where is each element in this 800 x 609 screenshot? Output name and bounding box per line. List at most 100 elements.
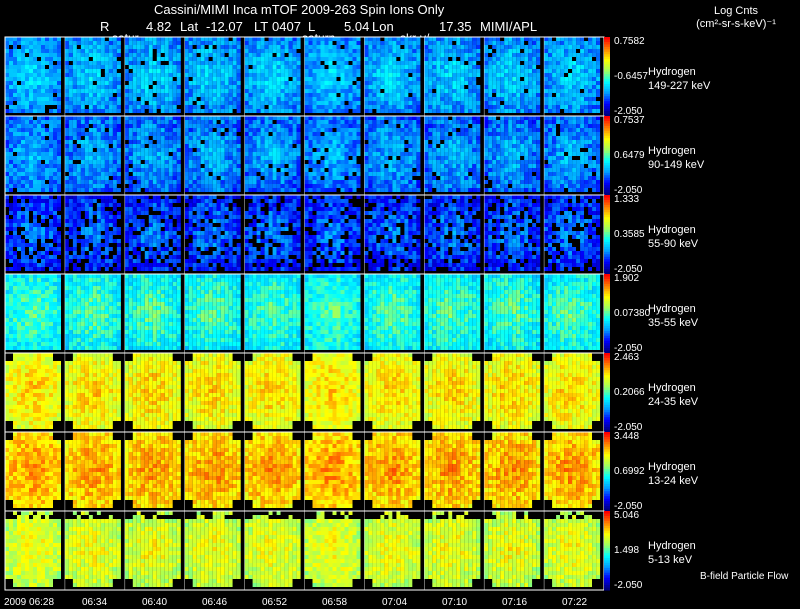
colorbar-segment bbox=[604, 513, 610, 517]
colorbar-segment bbox=[604, 236, 610, 240]
colorbar-segment bbox=[604, 276, 610, 280]
colorbar-segment bbox=[604, 343, 610, 347]
colorbar-segment bbox=[604, 353, 610, 356]
colorbar-segment bbox=[604, 123, 610, 127]
chart-title: Cassini/MIMI Inca mTOF 2009-263 Spin Ion… bbox=[154, 2, 445, 17]
panel-6 bbox=[4, 431, 610, 512]
x-tick-label: 06:40 bbox=[142, 597, 168, 608]
x-tick-label: 06:34 bbox=[82, 597, 108, 608]
colorbar-segment bbox=[604, 382, 610, 386]
colorbar-segment bbox=[604, 49, 610, 53]
colorbar-segment bbox=[604, 325, 610, 329]
colorbar-min-label: -2.050 bbox=[614, 106, 643, 117]
colorbar-segment bbox=[604, 224, 610, 228]
colorbar-segment bbox=[604, 434, 610, 438]
colorbar-segment bbox=[604, 483, 610, 487]
colorbar-segment bbox=[604, 229, 610, 233]
colorbar-segment bbox=[604, 135, 610, 139]
colorbar-segment bbox=[604, 251, 610, 255]
species-name: Hydrogen bbox=[648, 303, 696, 315]
colorbar-segment bbox=[604, 432, 610, 435]
colorbar-segment bbox=[604, 469, 610, 472]
colorbar-segment bbox=[604, 380, 610, 384]
energy-range: 13-24 keV bbox=[648, 475, 699, 487]
colorbar-segment bbox=[604, 412, 610, 416]
colorbar-segment bbox=[604, 446, 610, 450]
colorbar-segment bbox=[604, 348, 610, 352]
colorbar-segment bbox=[604, 357, 610, 361]
units-label: Log Cnts (cm²-sr-s-keV)⁻¹ bbox=[676, 5, 796, 31]
r-label: R bbox=[100, 19, 110, 34]
colorbar-segment bbox=[604, 567, 610, 571]
colorbar-segment bbox=[604, 311, 610, 314]
colorbar-segment bbox=[604, 407, 610, 411]
colorbar-segment bbox=[604, 422, 610, 426]
lat-label: Lat bbox=[180, 19, 199, 34]
colorbar-segment bbox=[604, 234, 610, 238]
colorbar-segment bbox=[604, 212, 610, 216]
colorbar-segment bbox=[604, 61, 610, 65]
colorbar-segment bbox=[604, 444, 610, 448]
colorbar-segment bbox=[604, 360, 610, 364]
colorbar-segment bbox=[604, 498, 610, 502]
colorbar-segment bbox=[604, 486, 610, 490]
colorbar-segment bbox=[604, 190, 610, 194]
colorbar-segment bbox=[604, 503, 610, 507]
colorbar-segment bbox=[604, 562, 610, 566]
colorbar-segment bbox=[604, 217, 610, 221]
species-label: Hydrogen 5-13 keV bbox=[648, 539, 696, 567]
colorbar-segment bbox=[604, 118, 610, 122]
colorbar-segment bbox=[604, 291, 610, 295]
colorbar-segment bbox=[604, 71, 610, 75]
colorbar-segment bbox=[604, 367, 610, 371]
colorbar-segment bbox=[604, 572, 610, 576]
colorbar-segment bbox=[604, 46, 610, 50]
colorbar-segment bbox=[604, 143, 610, 147]
energy-range: 24-35 keV bbox=[648, 396, 699, 408]
colorbar-mid-label: 0.6992 bbox=[614, 465, 645, 477]
colorbar-segment bbox=[604, 106, 610, 110]
units-line-1: Log Cnts bbox=[713, 5, 759, 17]
colorbar-mid-label: 0.2066 bbox=[614, 386, 645, 398]
colorbar-segment bbox=[604, 538, 610, 542]
colorbar-segment bbox=[604, 111, 610, 115]
colorbar-segment bbox=[604, 155, 610, 159]
x-tick-label: 2009 06:28 bbox=[4, 597, 55, 608]
colorbar-segment bbox=[604, 520, 610, 524]
colorbar-segment bbox=[604, 508, 610, 512]
colorbar-segment bbox=[604, 365, 610, 369]
colorbar-segment bbox=[604, 274, 610, 277]
colorbar-segment bbox=[604, 402, 610, 406]
x-tick-label: 06:46 bbox=[202, 597, 228, 608]
colorbar-segment bbox=[604, 313, 610, 317]
colorbar-segment bbox=[604, 585, 610, 589]
colorbar-segment bbox=[604, 66, 610, 70]
colorbar-segment bbox=[604, 533, 610, 537]
colorbar-segment bbox=[604, 202, 610, 206]
colorbar-segment bbox=[604, 69, 610, 73]
colorbar-segment bbox=[604, 167, 610, 171]
r-value: 4.82 bbox=[146, 19, 172, 34]
colorbar-segment bbox=[604, 86, 610, 90]
colorbar-segment bbox=[604, 582, 610, 586]
colorbar-segment bbox=[604, 565, 610, 569]
colorbar-segment bbox=[604, 138, 610, 142]
colorbar-segment bbox=[604, 491, 610, 495]
species-label: Hydrogen 35-55 keV bbox=[648, 302, 698, 330]
colorbar-segment bbox=[604, 335, 610, 339]
colorbar-segment bbox=[604, 511, 610, 514]
colorbar-segment bbox=[604, 481, 610, 485]
lon-label: Lon bbox=[372, 19, 394, 34]
colorbar-segment bbox=[604, 394, 610, 398]
colorbar-segment bbox=[604, 392, 610, 396]
colorbar-segment bbox=[604, 195, 610, 198]
colorbar-segment bbox=[604, 54, 610, 58]
colorbar-segment bbox=[604, 496, 610, 500]
colorbar-segment bbox=[604, 419, 610, 423]
colorbar-segment bbox=[604, 88, 610, 92]
colorbar-segment bbox=[604, 397, 610, 401]
colorbar-segment bbox=[604, 333, 610, 337]
colorbar-segment bbox=[604, 429, 610, 433]
x-tick-label: 06:52 bbox=[262, 597, 288, 608]
